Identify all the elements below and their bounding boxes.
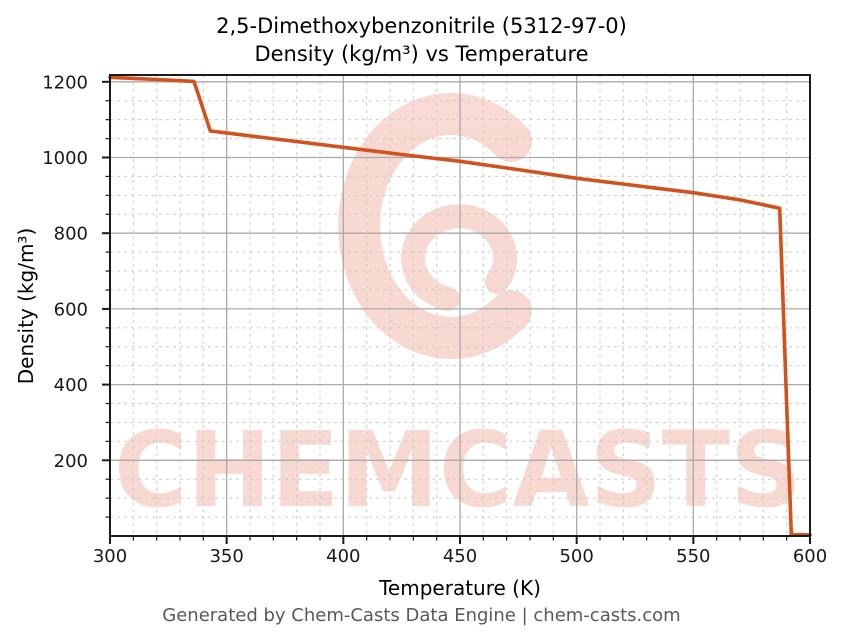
y-tick-label: 600 [54,299,88,320]
watermark-logo-icon [338,93,532,359]
x-axis-label: Temperature (K) [379,576,541,600]
footer-credit: Generated by Chem-Casts Data Engine | ch… [162,605,681,626]
x-tick-label: 350 [209,546,243,567]
x-tick-label: 400 [326,546,360,567]
y-tick-label: 1000 [42,148,88,169]
y-tick-label: 400 [54,375,88,396]
chart-title-line2: Density (kg/m³) vs Temperature [254,42,589,66]
y-tick-label: 1200 [42,72,88,93]
x-tick-label: 550 [676,546,710,567]
y-tick-label: 800 [54,224,88,245]
y-tick-label: 200 [54,451,88,472]
watermark-logo-inner-curl-icon [401,204,518,311]
watermark-text: CHEMCASTS [114,409,802,531]
x-tick-label: 300 [93,546,127,567]
axes-ticks: 300 350 400 450 500 550 600 200 400 600 800 1000 120… [42,72,827,567]
y-axis-label: Density (kg/m³) [14,227,38,385]
chart-title-line1: 2,5-Dimethoxybenzonitrile (5312-97-0) [216,14,627,38]
watermark: CHEMCASTS [114,93,802,531]
chart-title: 2,5-Dimethoxybenzonitrile (5312-97-0) De… [0,12,843,68]
density-line [108,75,812,537]
x-tick-label: 450 [443,546,477,567]
grid-major [110,75,810,536]
x-tick-label: 600 [793,546,827,567]
x-tick-label: 500 [559,546,593,567]
